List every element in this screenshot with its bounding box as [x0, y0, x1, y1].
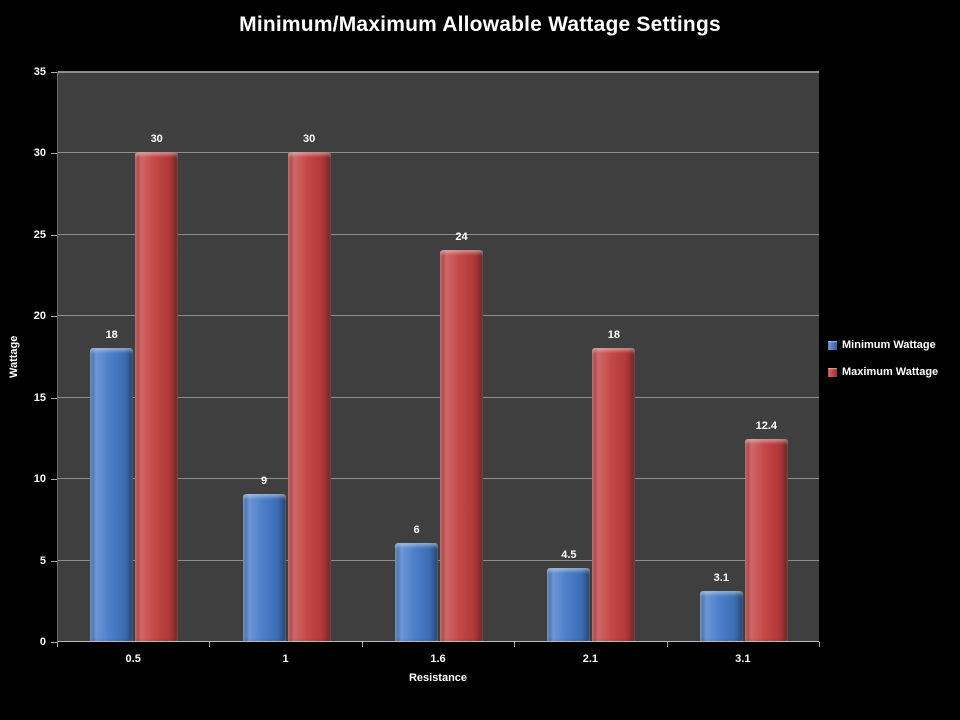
- y-tick-label: 20: [33, 310, 46, 323]
- gridline: [58, 315, 819, 317]
- y-tick-label: 5: [39, 554, 46, 567]
- bar-minimum-wattage: [547, 567, 591, 641]
- x-tick-mark: [361, 642, 363, 647]
- x-category-label: 1.6: [430, 653, 446, 665]
- gridline: [58, 152, 819, 154]
- bar-maximum-wattage: [287, 152, 331, 641]
- bar-value-label: 30: [302, 133, 316, 146]
- bar-value-label: 12.4: [755, 420, 777, 433]
- bar-value-label: 30: [150, 133, 163, 146]
- bar-value-label: 6: [413, 524, 420, 537]
- legend-swatch-minimum-icon: [828, 340, 837, 350]
- bar-value-label: 4.5: [561, 548, 577, 561]
- x-tick-mark: [209, 642, 211, 647]
- legend-swatch-maximum-icon: [828, 367, 837, 377]
- y-tick-label: 25: [33, 228, 46, 241]
- y-tick-mark: [51, 397, 57, 399]
- x-category-label: 3.1: [735, 653, 751, 665]
- bar-value-label: 9: [261, 475, 268, 488]
- legend: Minimum Wattage Maximum Wattage: [828, 339, 938, 393]
- gridline: [58, 396, 819, 398]
- y-tick-mark: [51, 316, 57, 318]
- x-category-label: 0.5: [125, 653, 141, 665]
- bar-value-label: 3.1: [713, 571, 729, 584]
- gridline: [58, 233, 819, 235]
- y-tick-mark: [51, 642, 57, 643]
- y-tick-mark: [51, 479, 57, 481]
- y-tick-mark: [51, 153, 57, 155]
- gridline: [58, 71, 819, 72]
- bar-value-label: 18: [607, 328, 621, 341]
- legend-label-minimum: Minimum Wattage: [842, 339, 936, 351]
- y-tick-label: 30: [33, 147, 46, 160]
- bar-minimum-wattage: [395, 543, 438, 641]
- chart-title: Minimum/Maximum Allowable Wattage Settin…: [239, 13, 721, 36]
- y-tick-mark: [51, 560, 57, 562]
- bar-maximum-wattage: [744, 439, 788, 641]
- bar-value-label: 18: [105, 328, 118, 341]
- x-axis-title: Resistance: [408, 672, 468, 684]
- y-tick-mark: [51, 72, 57, 73]
- plot-area: 18 30 9 30 6 24 4.5 18 3.1 12.4: [57, 71, 819, 642]
- gridline: [58, 559, 819, 561]
- bar-minimum-wattage: [90, 347, 134, 641]
- x-tick-mark: [514, 642, 516, 647]
- y-tick-label: 0: [39, 636, 46, 648]
- legend-item-maximum-wattage: Maximum Wattage: [828, 366, 938, 378]
- y-tick-label: 15: [33, 391, 46, 404]
- legend-label-maximum: Maximum Wattage: [842, 366, 939, 378]
- bar-minimum-wattage: [242, 494, 286, 641]
- legend-item-minimum-wattage: Minimum Wattage: [828, 339, 938, 351]
- x-category-label: 2.1: [582, 653, 599, 665]
- bar-value-label: 24: [455, 231, 468, 244]
- bar-minimum-wattage: [699, 590, 743, 641]
- bar-maximum-wattage: [592, 347, 636, 641]
- x-tick-mark: [57, 642, 58, 647]
- y-tick-mark: [51, 234, 57, 236]
- x-tick-mark: [819, 642, 820, 647]
- gridline: [58, 478, 819, 480]
- y-tick-label: 35: [33, 66, 46, 78]
- bar-maximum-wattage: [135, 152, 179, 641]
- y-tick-label: 10: [33, 473, 46, 486]
- x-tick-mark: [666, 642, 668, 647]
- x-category-label: 1: [282, 653, 289, 665]
- bar-maximum-wattage: [440, 250, 483, 641]
